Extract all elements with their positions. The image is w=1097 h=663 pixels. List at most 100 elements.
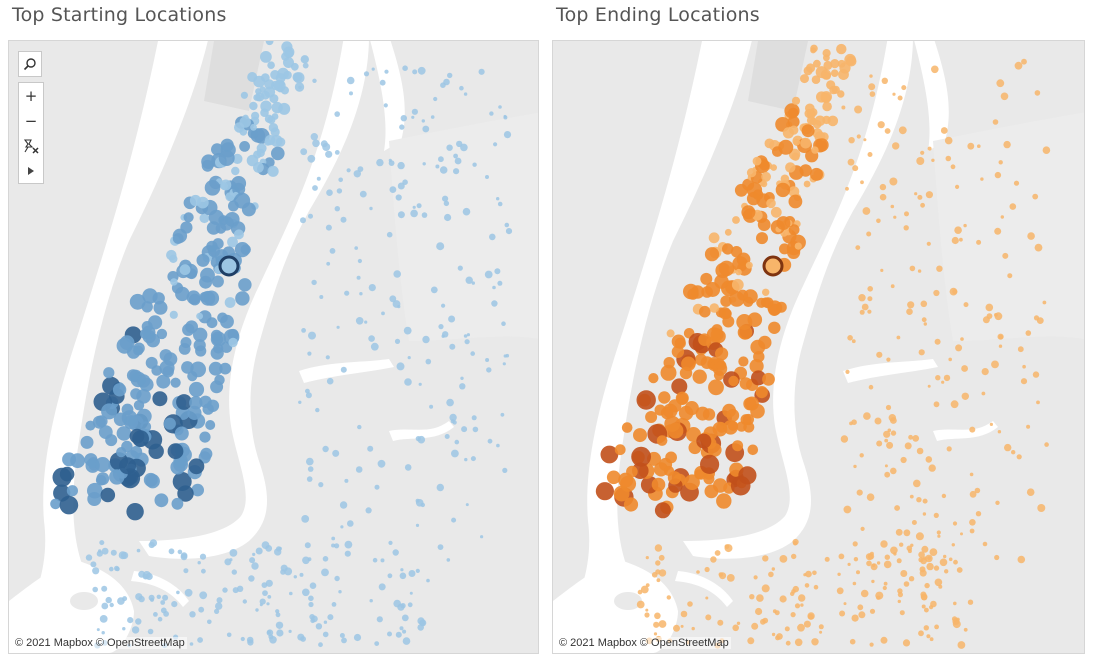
- station-dot: [322, 143, 331, 151]
- station-dot: [298, 400, 302, 404]
- station-dot: [687, 288, 699, 300]
- station-dot: [726, 574, 735, 582]
- station-dot: [381, 311, 385, 316]
- station-dot: [762, 288, 770, 296]
- station-dot: [730, 475, 751, 496]
- station-dot: [847, 335, 853, 341]
- search-button[interactable]: [18, 51, 42, 77]
- station-dot: [172, 233, 184, 244]
- station-dots-start: [50, 41, 513, 649]
- station-dot: [220, 182, 229, 191]
- station-dot: [824, 556, 830, 562]
- station-dot: [945, 155, 952, 162]
- station-dot: [797, 623, 805, 632]
- station-dot: [393, 599, 402, 608]
- station-dot: [903, 529, 911, 537]
- station-dot: [998, 160, 1003, 165]
- station-dot: [749, 359, 764, 374]
- station-dot: [785, 162, 796, 173]
- station-dot: [397, 182, 405, 190]
- station-dot: [318, 482, 324, 488]
- station-dot: [322, 445, 329, 453]
- map-attribution[interactable]: © 2021 Mapbox © OpenStreetMap: [557, 637, 731, 649]
- station-dot: [344, 478, 349, 483]
- station-dot: [415, 436, 421, 442]
- station-dot: [936, 265, 943, 272]
- station-dot: [377, 459, 386, 468]
- station-dot: [443, 200, 450, 207]
- station-dot: [653, 632, 658, 636]
- station-dot: [90, 561, 97, 568]
- station-dot: [173, 457, 189, 472]
- map-start-locations[interactable]: + − © 2021 Mapbox © OpenStreetMap: [8, 40, 539, 654]
- map-attribution[interactable]: © 2021 Mapbox © OpenStreetMap: [13, 637, 187, 649]
- station-dot: [310, 133, 318, 141]
- station-dot: [309, 614, 315, 620]
- station-dot: [152, 391, 168, 407]
- station-dot: [240, 91, 248, 99]
- station-dot: [700, 454, 720, 474]
- station-dot: [189, 396, 203, 410]
- station-dot: [900, 456, 907, 464]
- station-dot: [379, 79, 386, 86]
- station-dot: [726, 409, 740, 422]
- station-dot: [953, 601, 957, 606]
- station-dot: [933, 512, 939, 518]
- station-dot: [409, 591, 413, 595]
- station-dot: [276, 629, 284, 637]
- station-dot: [214, 608, 220, 615]
- station-dot: [276, 546, 282, 552]
- station-dot: [504, 222, 510, 228]
- map-end-locations[interactable]: © 2021 Mapbox © OpenStreetMap: [552, 40, 1085, 654]
- station-dot: [874, 417, 882, 425]
- station-dot: [115, 566, 120, 572]
- station-dot: [464, 457, 468, 462]
- station-dot: [656, 578, 661, 583]
- reset-map-button[interactable]: [19, 133, 43, 158]
- station-dot: [105, 434, 118, 447]
- station-dot: [275, 612, 281, 618]
- station-dot: [1027, 232, 1035, 240]
- station-dot: [267, 61, 275, 69]
- station-dot: [463, 334, 468, 338]
- gowanus-canal: [675, 571, 733, 607]
- station-dot: [315, 407, 320, 413]
- station-dot: [101, 631, 105, 635]
- station-dot: [1000, 215, 1004, 219]
- zoom-in-button[interactable]: +: [19, 83, 43, 108]
- station-dot: [837, 90, 845, 98]
- station-dot: [430, 286, 438, 294]
- station-dot: [187, 405, 202, 420]
- station-dot: [357, 258, 362, 264]
- station-dot: [656, 435, 668, 446]
- station-dot: [897, 95, 903, 101]
- zoom-out-button[interactable]: −: [19, 108, 43, 133]
- station-dot: [153, 300, 168, 315]
- station-dot: [951, 236, 959, 245]
- expand-toolbar-button[interactable]: [19, 158, 43, 183]
- station-dot: [892, 92, 896, 96]
- station-dot: [849, 638, 856, 645]
- station-dot: [334, 543, 340, 549]
- station-dot: [210, 346, 224, 360]
- station-dot: [466, 333, 470, 337]
- station-dot: [710, 556, 717, 563]
- station-dot: [193, 327, 208, 342]
- station-dot: [925, 554, 933, 563]
- station-dot: [271, 146, 285, 161]
- station-dot: [925, 191, 933, 199]
- queens: [933, 112, 1084, 341]
- station-dot: [449, 343, 456, 350]
- station-dot: [198, 606, 205, 613]
- station-dot: [963, 627, 968, 632]
- station-dot: [207, 245, 221, 258]
- station-dot: [739, 377, 752, 390]
- station-dot: [344, 290, 350, 296]
- station-dot: [336, 325, 340, 329]
- play-icon: [28, 166, 34, 175]
- station-dot: [655, 560, 661, 566]
- station-dot: [170, 278, 178, 286]
- station-dot: [338, 590, 342, 594]
- station-dot: [633, 428, 647, 443]
- station-dots-end: [595, 43, 1051, 649]
